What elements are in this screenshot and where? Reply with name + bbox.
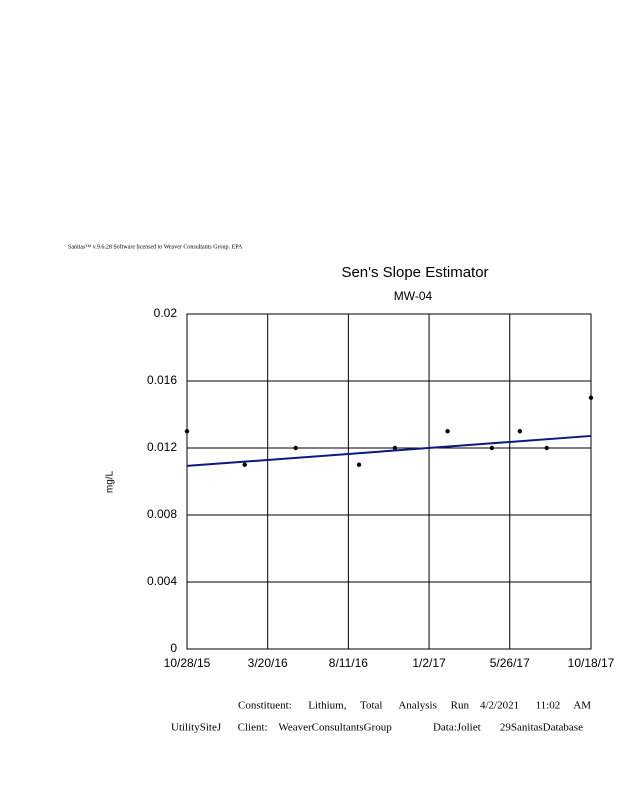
x-tick-label: 5/26/17 bbox=[490, 656, 530, 670]
data-point bbox=[588, 395, 594, 400]
y-axis-label: mg/L bbox=[105, 470, 116, 493]
x-tick-label: 10/18/17 bbox=[568, 656, 615, 670]
chart-subtitle: MW-04 bbox=[394, 289, 433, 303]
data-point bbox=[544, 445, 549, 451]
y-tick-label: 0.004 bbox=[147, 574, 177, 588]
y-tick-label: 0.008 bbox=[147, 507, 177, 521]
y-tick-label: 0 bbox=[170, 641, 177, 655]
data-point bbox=[242, 462, 247, 467]
trend-line bbox=[186, 434, 592, 467]
data-point bbox=[293, 445, 298, 451]
header: Sanitas™ v.9.6.28 Software licensed to W… bbox=[68, 243, 243, 250]
y-tick-label: 0.012 bbox=[147, 440, 177, 454]
y-tick-label: 0.02 bbox=[154, 306, 178, 320]
x-tick-label: 3/20/16 bbox=[248, 656, 288, 670]
data-point bbox=[489, 445, 495, 451]
data-point bbox=[445, 429, 450, 434]
data-point bbox=[356, 462, 362, 467]
data-point bbox=[392, 445, 398, 451]
footer-line: Constituent: Lithium, Total Analysis Run… bbox=[238, 700, 591, 712]
chart-title: Sen's Slope Estimator bbox=[341, 264, 488, 281]
x-tick-label: 10/28/15 bbox=[164, 656, 211, 670]
data-point bbox=[184, 429, 190, 434]
footer-line: UtilitySiteJ Client: WeaverConsultantsGr… bbox=[171, 722, 583, 734]
y-tick-label: 0.016 bbox=[147, 373, 177, 387]
x-tick-label: 8/11/16 bbox=[329, 656, 368, 670]
x-tick-label: 1/2/17 bbox=[412, 656, 446, 670]
plot-frame bbox=[186, 313, 592, 650]
data-point bbox=[517, 429, 523, 434]
